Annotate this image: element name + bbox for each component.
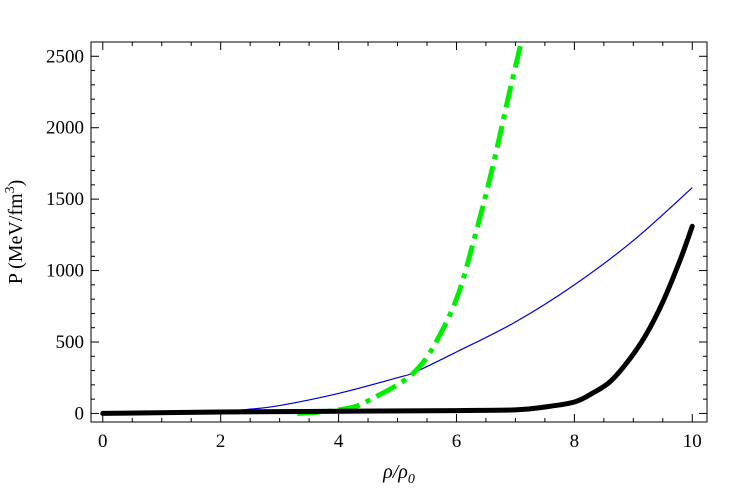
y-axis-label: P (MeV/fm3) [3,180,27,285]
y-axis-label-superscript: 3 [3,186,18,193]
series-line-1 [102,187,693,415]
y-tick-label: 1500 [46,189,84,210]
x-axis-label-subscript: 0 [408,472,415,487]
x-tick-label: 8 [570,431,580,452]
series-layer [100,42,695,416]
x-axis-label: ρ/ρ0 [382,461,415,487]
x-tick-label: 6 [452,431,462,452]
y-tick-label: 1000 [46,261,84,282]
plot-frame [90,41,708,423]
x-tick-label: 2 [216,431,226,452]
y-tick-label: 0 [75,403,85,424]
series-line-3 [100,223,695,416]
y-tick-label: 2500 [46,46,84,67]
tick-label-layer: 0 2 4 6 8 10 0 500 1000 1500 2000 2500 [46,46,702,452]
x-tick-label: 10 [683,431,702,452]
tick-layer [91,42,707,422]
x-tick-label: 0 [98,431,108,452]
x-tick-label: 4 [334,431,344,452]
y-tick-label: 2000 [46,118,84,139]
y-tick-label: 500 [56,332,85,353]
series-line-2 [297,42,524,416]
